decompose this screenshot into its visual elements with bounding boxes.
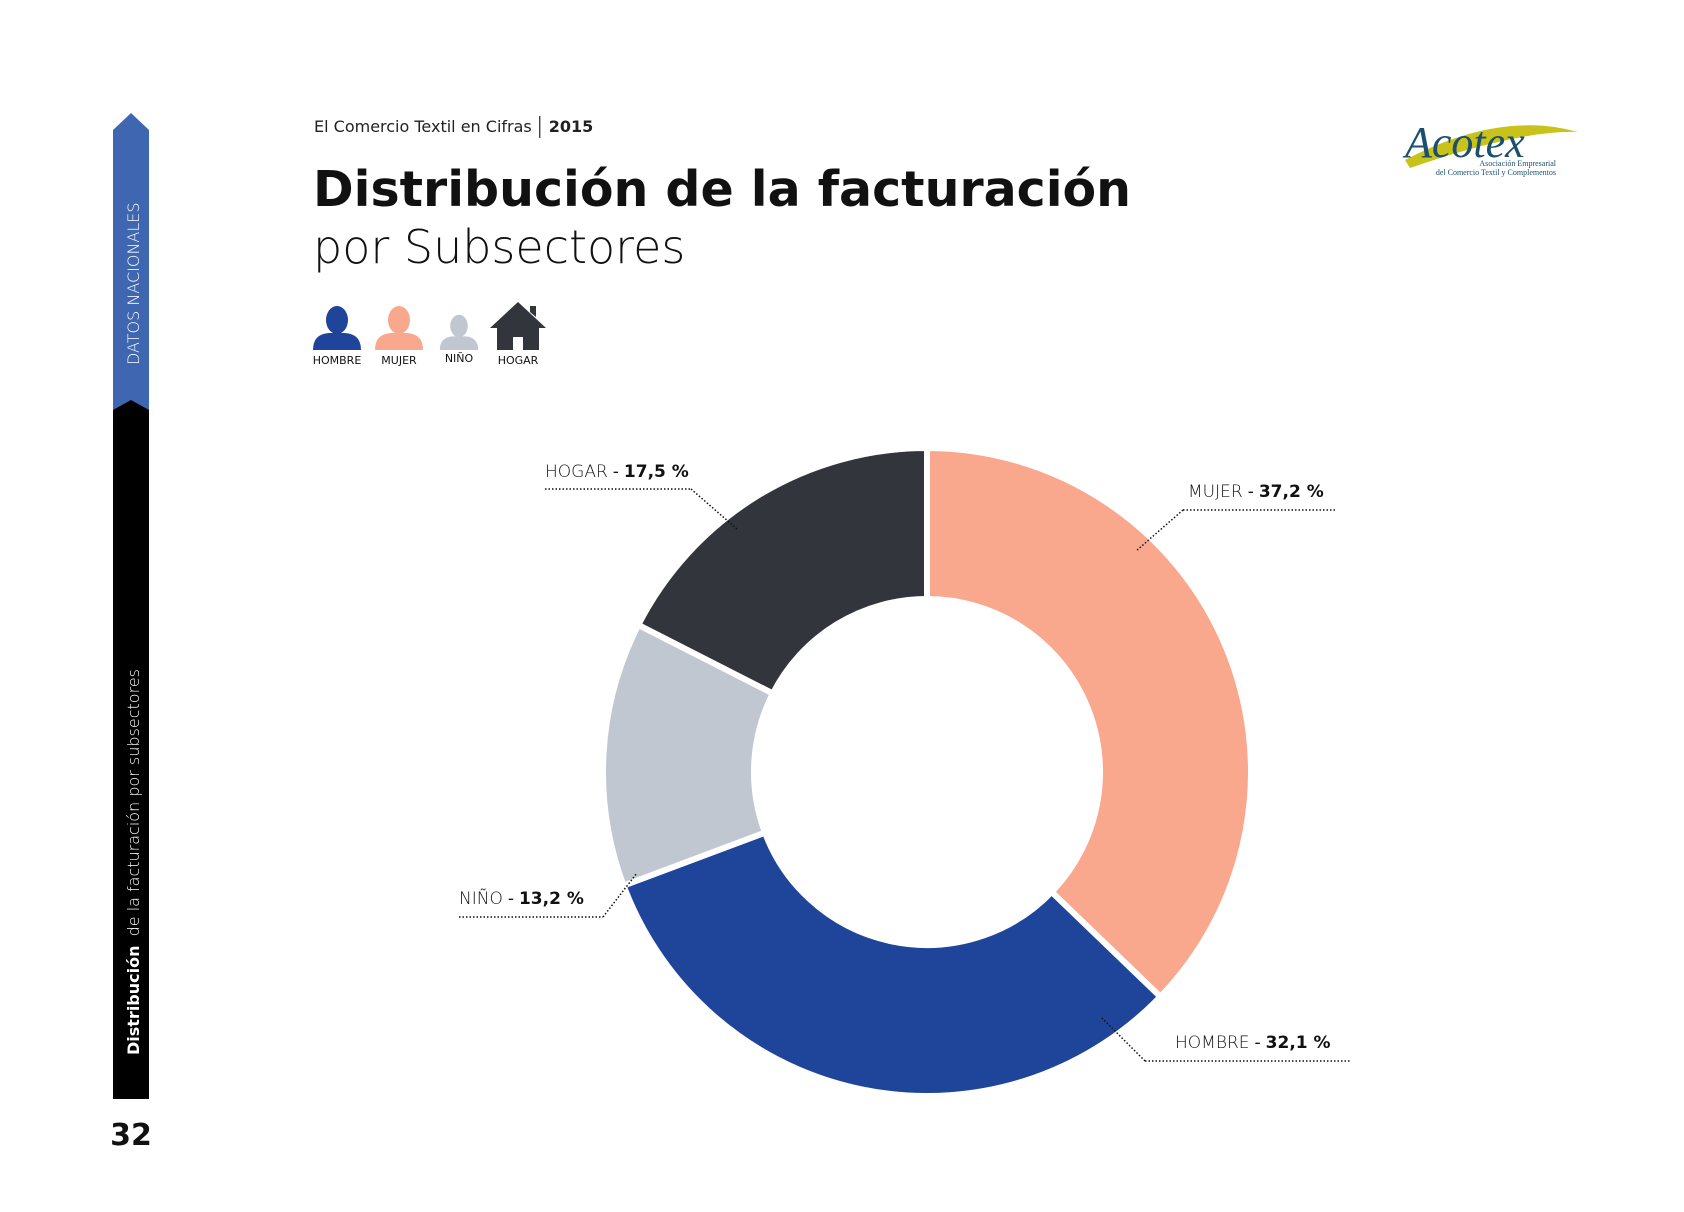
slice-label: NIÑO -13,2 %: [459, 888, 584, 909]
side-tab: [113, 113, 149, 410]
legend-icon-head: [450, 314, 468, 338]
slice-label-separator: -: [613, 462, 619, 482]
slice-label-value: 17,5 %: [624, 462, 689, 482]
slice-label-value: 13,2 %: [519, 889, 584, 909]
side-tab-label: DATOS NACIONALES: [124, 202, 143, 365]
logo-line2: del Comercio Textil y Complementos: [1436, 168, 1556, 177]
logo: Acotex Asociación Empresarial del Comerc…: [1402, 118, 1578, 177]
donut-slice: [924, 444, 1254, 1001]
logo-line1: Asociación Empresarial: [1479, 159, 1556, 168]
side-bar: [113, 400, 149, 1099]
logo-swoosh: [1405, 125, 1578, 168]
slice-label-category: MUJER: [1188, 482, 1243, 502]
legend-icon-head: [326, 306, 348, 334]
donut-slice: [634, 444, 930, 698]
slice-label: HOGAR -17,5 %: [545, 462, 689, 482]
slice-label-category: NIÑO: [459, 888, 503, 909]
leader-line: [602, 872, 638, 918]
slice-label-separator: -: [1255, 1033, 1261, 1053]
chart-subtitle: por Subsectores: [313, 220, 685, 274]
donut-chart: MUJER -37,2 %HOMBRE -32,1 %NIÑO -13,2 %HOGA…: [459, 444, 1350, 1099]
legend-item: MUJER: [375, 306, 423, 367]
legend-label: MUJER: [381, 354, 417, 367]
legend-label: HOGAR: [498, 354, 539, 367]
legend: HOMBRE MUJER NIÑO HOGAR: [313, 302, 546, 367]
slice-label-value: 32,1 %: [1266, 1033, 1331, 1053]
side-label-bold: Distribución: [124, 945, 143, 1055]
slice-label-separator: -: [508, 889, 514, 909]
header-year: 2015: [549, 117, 594, 136]
legend-icon-body: [439, 336, 479, 350]
page-number: 32: [110, 1118, 152, 1153]
legend-icon-house: [490, 302, 546, 350]
legend-icon-body: [375, 333, 423, 350]
chart-title: Distribución de la facturación: [313, 161, 1131, 218]
slice-label: HOMBRE -32,1 %: [1175, 1033, 1331, 1053]
legend-icon-body: [313, 333, 361, 350]
legend-label: HOMBRE: [313, 354, 362, 367]
donut-slice: [619, 828, 1165, 1099]
logo-name: Acotex: [1402, 118, 1525, 167]
legend-item: HOGAR: [490, 302, 546, 367]
slice-label-category: HOMBRE: [1175, 1033, 1250, 1053]
side-label-rest: de la facturación por subsectores: [124, 669, 143, 936]
header: El Comercio Textil en Cifras: [314, 117, 532, 136]
slice-label-separator: -: [1248, 482, 1254, 502]
legend-item: HOMBRE: [313, 306, 362, 367]
slice-label-value: 37,2 %: [1259, 482, 1324, 502]
legend-icon-head: [388, 306, 410, 334]
slice-label: MUJER -37,2 %: [1188, 482, 1324, 502]
slice-label-category: HOGAR: [545, 462, 608, 482]
legend-item: NIÑO: [439, 314, 479, 365]
legend-label: NIÑO: [445, 352, 474, 365]
side-label: Distribución de la facturación por subse…: [124, 669, 143, 1055]
